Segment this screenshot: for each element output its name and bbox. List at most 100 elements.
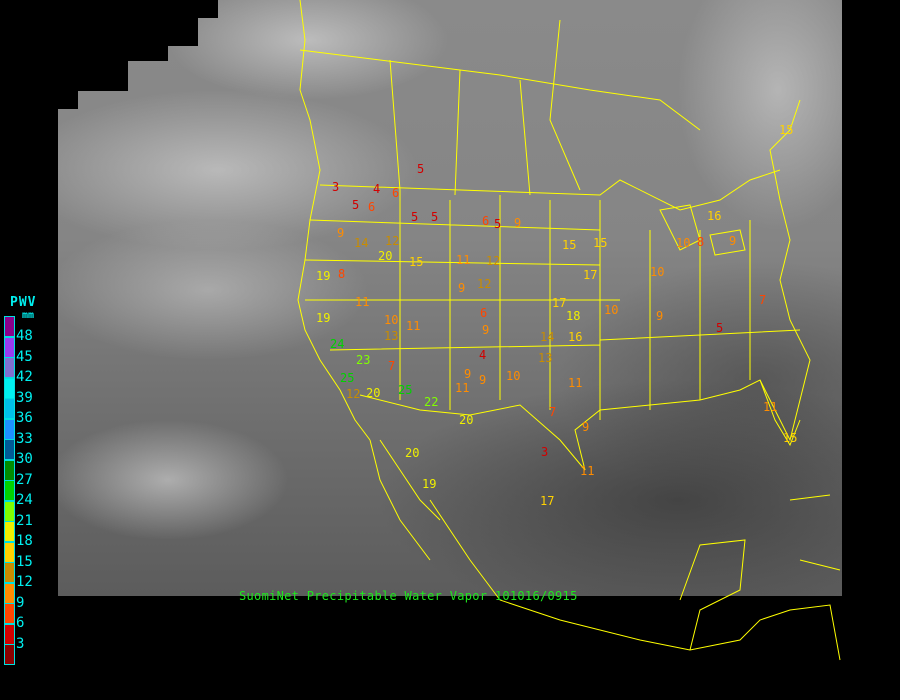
station-pwv-value: 14 bbox=[354, 236, 369, 250]
scale-tick-label: 21 bbox=[16, 512, 33, 529]
station-pwv-value: 11 bbox=[355, 295, 370, 309]
station-pwv-value: 25 bbox=[398, 383, 413, 397]
scale-tick-label: 33 bbox=[16, 430, 33, 447]
color-swatch bbox=[4, 377, 15, 399]
color-swatch bbox=[4, 603, 15, 624]
color-swatch bbox=[4, 398, 15, 419]
station-pwv-value: 19 bbox=[422, 477, 437, 491]
station-pwv-value: 10 bbox=[506, 369, 521, 383]
station-pwv-value: 17 bbox=[583, 268, 598, 282]
color-swatch bbox=[4, 500, 15, 522]
scale-tick-label: 36 bbox=[16, 410, 33, 426]
station-pwv-value: 11 bbox=[580, 464, 595, 478]
station-pwv-value: 12 bbox=[385, 234, 400, 248]
station-pwv-value: 6 bbox=[368, 200, 376, 214]
station-pwv-value: 15 bbox=[783, 431, 798, 445]
legend-title: PWV bbox=[10, 295, 37, 310]
no-data-region bbox=[58, 61, 128, 91]
station-pwv-value: 7 bbox=[759, 293, 767, 307]
color-swatch bbox=[4, 623, 15, 645]
station-pwv-value: 10 bbox=[384, 313, 399, 327]
no-data-region bbox=[58, 91, 78, 109]
station-pwv-value: 3 bbox=[332, 180, 340, 194]
station-pwv-value: 10 bbox=[676, 236, 691, 250]
color-swatch bbox=[4, 644, 15, 665]
station-pwv-value: 18 bbox=[566, 309, 581, 323]
station-pwv-value: 3 bbox=[541, 445, 549, 459]
color-swatch bbox=[4, 582, 15, 604]
station-pwv-value: 11 bbox=[763, 400, 778, 414]
station-pwv-value: 16 bbox=[707, 209, 722, 223]
scale-tick-label: 9 bbox=[16, 594, 25, 611]
scale-tick-label: 30 bbox=[16, 451, 33, 467]
station-pwv-value: 13 bbox=[384, 329, 399, 343]
station-pwv-value: 5 bbox=[411, 210, 419, 224]
station-pwv-value: 7 bbox=[388, 359, 396, 373]
scale-tick-label: 24 bbox=[16, 492, 33, 508]
station-pwv-value: 6 bbox=[480, 306, 488, 320]
florida bbox=[759, 379, 801, 447]
station-pwv-value: 6 bbox=[482, 214, 490, 228]
product-caption: SuomiNet Precipitable Water Vapor 101016… bbox=[239, 589, 578, 603]
station-pwv-value: 12 bbox=[346, 387, 361, 401]
great-lakes bbox=[659, 204, 746, 256]
station-pwv-value: 25 bbox=[340, 371, 355, 385]
no-data-region bbox=[58, 18, 198, 46]
color-swatch bbox=[4, 521, 15, 542]
station-pwv-value: 24 bbox=[330, 337, 345, 351]
state-lines bbox=[304, 190, 801, 420]
station-pwv-value: 5 bbox=[494, 217, 502, 231]
us-canada-border bbox=[319, 169, 781, 211]
station-pwv-value: 15 bbox=[779, 123, 794, 137]
color-swatch bbox=[4, 459, 15, 481]
station-pwv-value: 17 bbox=[552, 296, 567, 310]
station-pwv-value: 15 bbox=[409, 255, 424, 269]
mexico-coast bbox=[429, 499, 841, 661]
baja-peninsula bbox=[369, 439, 441, 561]
canada-provinces bbox=[299, 19, 701, 196]
west-coast bbox=[297, 0, 371, 441]
color-swatch bbox=[4, 480, 15, 501]
station-pwv-value: 20 bbox=[378, 249, 393, 263]
station-pwv-value: 22 bbox=[424, 395, 439, 409]
color-swatch bbox=[4, 541, 15, 563]
no-data-region bbox=[58, 0, 218, 18]
station-pwv-value: 20 bbox=[459, 413, 474, 427]
station-pwv-value: 5 bbox=[417, 162, 425, 176]
station-pwv-value: 12 bbox=[486, 254, 501, 268]
station-pwv-value: 20 bbox=[405, 446, 420, 460]
station-pwv-value: 8 bbox=[697, 235, 705, 249]
station-pwv-value: 15 bbox=[593, 236, 608, 250]
us-mexico-border bbox=[359, 394, 586, 471]
station-pwv-value: 9 bbox=[514, 216, 522, 230]
station-pwv-value: 19 bbox=[316, 269, 331, 283]
gulf-coast bbox=[574, 99, 811, 471]
scale-tick-label: 39 bbox=[16, 389, 33, 406]
scale-tick-label: 18 bbox=[16, 533, 33, 549]
station-pwv-value: 14 bbox=[540, 330, 555, 344]
scale-tick-label: 15 bbox=[16, 553, 33, 570]
station-pwv-value: 9 bbox=[656, 309, 664, 323]
station-pwv-value: 9 bbox=[582, 420, 590, 434]
color-swatch bbox=[4, 439, 15, 460]
color-swatch bbox=[4, 357, 15, 378]
caribbean-islands bbox=[789, 494, 841, 571]
scale-tick-label: 6 bbox=[16, 615, 25, 631]
color-swatch bbox=[4, 562, 15, 583]
station-pwv-value: 13 bbox=[538, 351, 553, 365]
station-pwv-value: 11 bbox=[455, 381, 470, 395]
scale-tick-label: 27 bbox=[16, 471, 33, 488]
color-swatch bbox=[4, 316, 15, 337]
station-pwv-value: 5 bbox=[352, 198, 360, 212]
station-pwv-value: 12 bbox=[477, 277, 492, 291]
scale-tick-label: 48 bbox=[16, 328, 33, 344]
station-pwv-value: 9 bbox=[482, 323, 490, 337]
station-pwv-value: 9 bbox=[458, 281, 466, 295]
scale-tick-label: 12 bbox=[16, 574, 33, 590]
color-swatch bbox=[4, 336, 15, 358]
station-pwv-value: 4 bbox=[479, 348, 487, 362]
station-pwv-value: 23 bbox=[356, 353, 371, 367]
station-pwv-value: 9 bbox=[464, 367, 472, 381]
yucatan bbox=[679, 539, 746, 651]
station-pwv-value: 7 bbox=[549, 405, 557, 419]
